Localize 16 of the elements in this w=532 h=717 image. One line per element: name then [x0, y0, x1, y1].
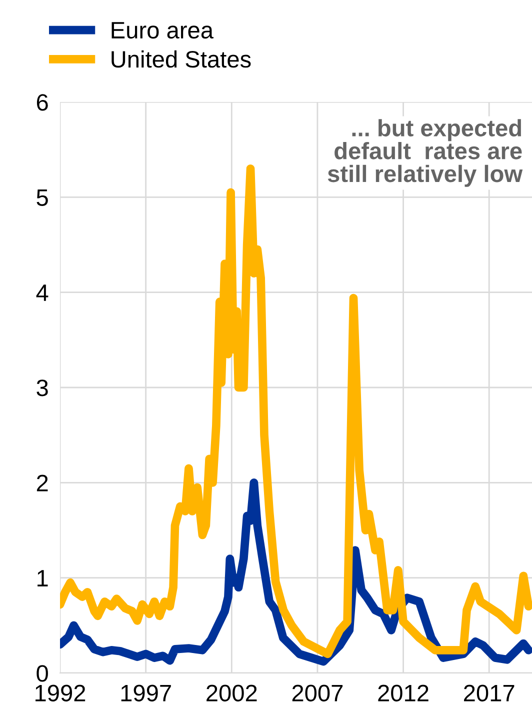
y-tick-label: 2 [36, 474, 48, 492]
y-tick-label: 4 [36, 284, 48, 301]
x-tick-label: 2012 [378, 684, 428, 702]
legend-label: Euro area [112, 22, 214, 39]
x-tick-label: 2017 [464, 684, 514, 702]
y-tick-label: 0 [36, 665, 48, 682]
y-tick-label: 3 [36, 380, 48, 396]
x-tick-label: 1992 [36, 684, 86, 702]
x-tick-label: 2007 [292, 684, 343, 702]
y-tick-label: 5 [36, 189, 48, 206]
x-tick-label: 2002 [206, 684, 257, 702]
x-tick-label: 1997 [121, 684, 171, 702]
legend-label: United States [112, 50, 251, 68]
y-tick-label: 6 [36, 94, 48, 111]
annotation: ... but expected default rates are still relatively low [328, 119, 523, 187]
y-tick-label: 1 [38, 570, 48, 586]
